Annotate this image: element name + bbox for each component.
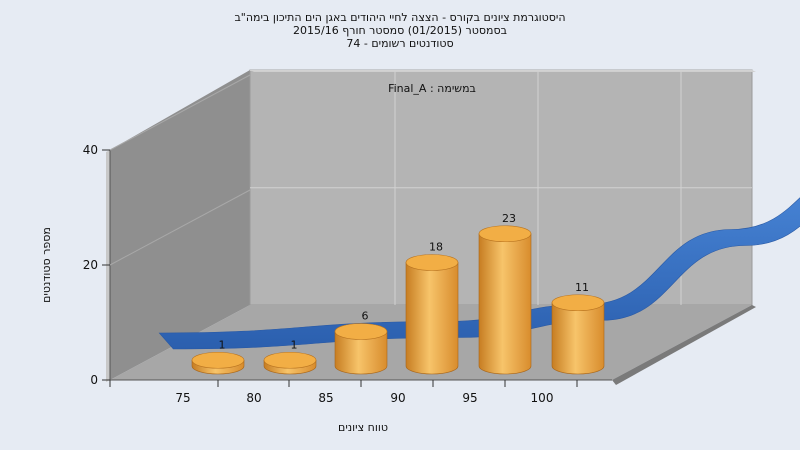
chart-title-line-2: בסמסטר (01/2015) סמסטר חורף 2015/16 — [293, 24, 507, 37]
bar-top — [478, 225, 532, 243]
bar-value-label: 1 — [219, 338, 226, 351]
chart-floor-edge — [612, 305, 756, 385]
x-tick-label: 90 — [390, 391, 405, 405]
bar-value-label: 11 — [575, 281, 589, 294]
bar-95: 23 — [478, 212, 532, 375]
chart-left-wall — [110, 70, 250, 380]
y-tick-label: 20 — [83, 258, 98, 272]
bar-85: 6 — [334, 310, 388, 375]
bar-top — [334, 323, 388, 340]
bar-75: 1 — [191, 338, 245, 375]
bar-body — [334, 331, 388, 375]
bar-value-label: 18 — [429, 241, 443, 254]
side-grid-line — [109, 189, 251, 266]
x-tick-label: 100 — [531, 391, 554, 405]
y-tick-label: 40 — [83, 143, 98, 157]
axis-layer: 0 20 40 75 80 85 90 95 100 — [83, 143, 578, 405]
bar-top — [263, 351, 317, 369]
x-tick-label: 80 — [246, 391, 261, 405]
bar-body — [551, 302, 605, 375]
y-tick-label: 0 — [90, 373, 98, 387]
bar-top — [191, 351, 245, 369]
x-tick-label: 85 — [318, 391, 333, 405]
chart-left-wall-edge — [106, 150, 110, 382]
side-wall-grid — [109, 74, 251, 266]
x-tick-label: 75 — [175, 391, 190, 405]
side-grid-line — [109, 74, 251, 151]
bar-top — [551, 294, 605, 312]
bar-90: 18 — [405, 241, 459, 375]
bar-value-label: 23 — [502, 212, 516, 225]
y-axis-title: מספר סטודנטים — [40, 227, 53, 303]
back-wall-grid — [250, 69, 752, 305]
bar-100: 11 — [551, 281, 605, 375]
bar-body — [478, 233, 532, 375]
x-tick-label: 95 — [462, 391, 477, 405]
bar-top — [405, 254, 459, 271]
chart-title-line-3: סטודנטים רשומים - 74 — [346, 37, 454, 50]
bar-80: 1 — [263, 338, 317, 375]
x-axis-title: טווח ציונים — [338, 421, 388, 434]
bar-value-label: 6 — [362, 310, 369, 323]
annotation-label: במשימה : Final_A — [388, 82, 476, 95]
bar-value-label: 1 — [291, 338, 298, 351]
chart-title-line-1: היסטוגרמת ציונים בקורס - הצצה לחיי היהוד… — [234, 11, 566, 24]
bar-body — [405, 262, 459, 375]
